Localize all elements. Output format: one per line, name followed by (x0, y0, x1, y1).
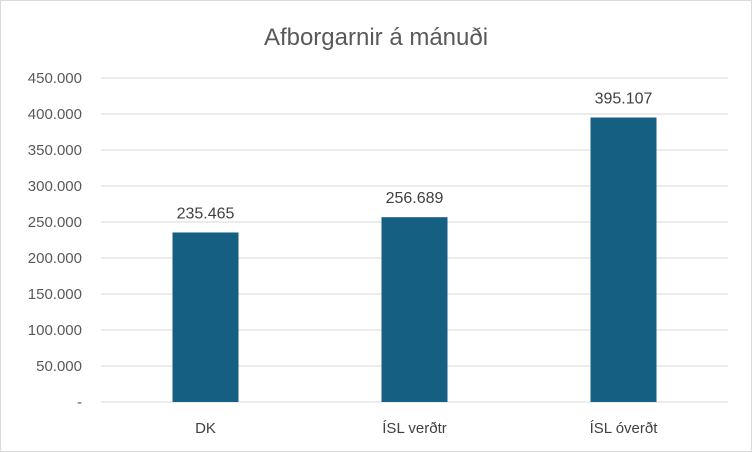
data-label: 256.689 (386, 190, 444, 207)
y-tick-label: 400.000 (28, 106, 82, 123)
y-tick-label: 450.000 (28, 70, 82, 87)
data-labels: 235.465 256.689 395.107 (177, 91, 653, 223)
x-axis-category-labels: DK ÍSL verðtr ÍSL óverðt (195, 420, 658, 437)
y-tick-label: 50.000 (36, 358, 82, 375)
y-tick-label: 100.000 (28, 322, 82, 339)
y-axis-tick-labels: - 50.000 100.000 150.000 200.000 250.000 300.0… (28, 70, 82, 411)
bars (172, 117, 657, 403)
bar-3 (590, 117, 657, 403)
category-label: DK (195, 420, 216, 437)
y-tick-label: - (77, 394, 82, 411)
y-tick-label: 150.000 (28, 286, 82, 303)
y-tick-label: 250.000 (28, 214, 82, 231)
chart-title: Afborgarnir á mánuði (264, 24, 488, 51)
y-tick-label: 200.000 (28, 250, 82, 267)
data-label: 395.107 (595, 91, 653, 108)
category-label: ÍSL verðtr (382, 420, 446, 437)
bar-2 (381, 217, 448, 402)
y-tick-label: 300.000 (28, 178, 82, 195)
data-label: 235.465 (177, 205, 235, 222)
bar-1 (172, 232, 239, 402)
y-tick-label: 350.000 (28, 142, 82, 159)
category-label: ÍSL óverðt (590, 420, 659, 437)
